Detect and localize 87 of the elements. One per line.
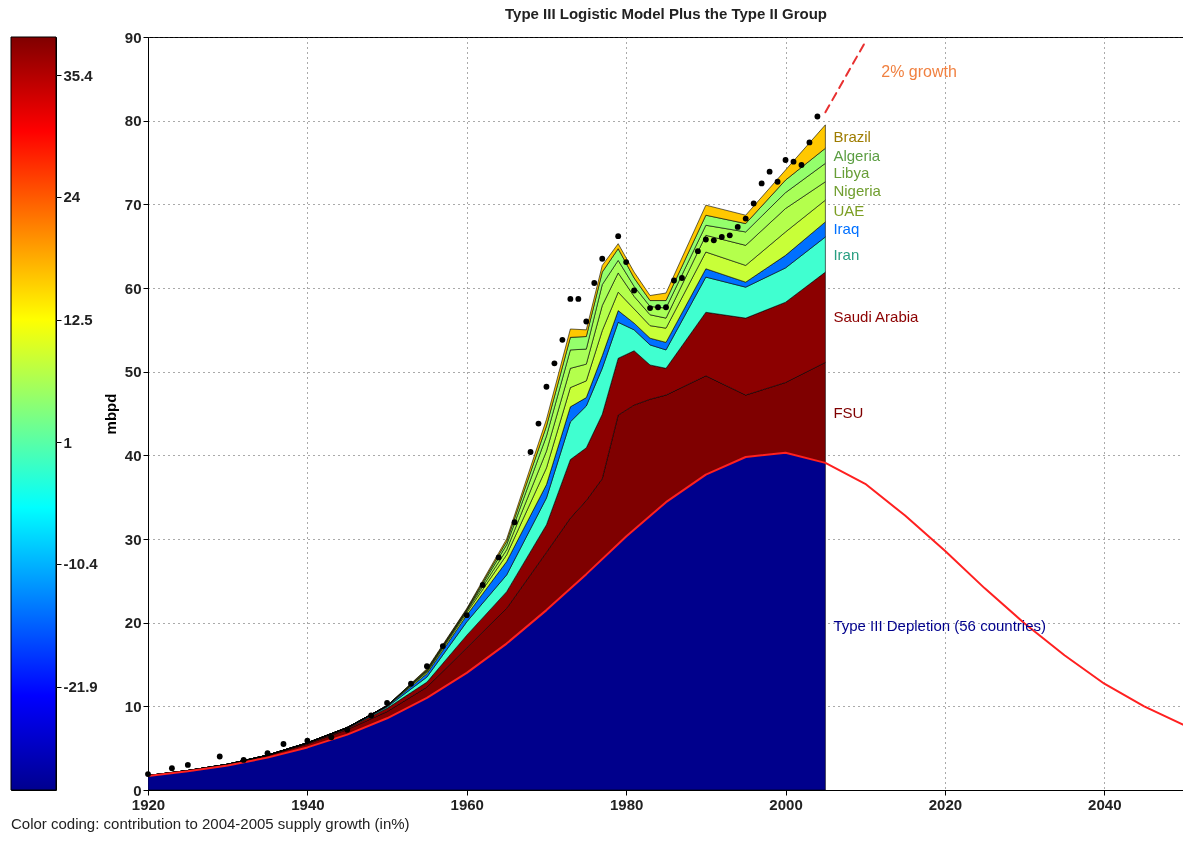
point: [344, 726, 351, 733]
y-tick-label: 30: [124, 530, 142, 548]
x-tick-label: 2020: [928, 795, 963, 813]
point: [145, 771, 151, 778]
series-label: UAE: [833, 202, 865, 220]
y-tick-label: 70: [124, 195, 142, 213]
point: [328, 734, 335, 741]
point: [679, 275, 685, 281]
point: [814, 113, 821, 120]
y-tick-label: 60: [124, 279, 142, 297]
y-tick-label: 90: [124, 28, 142, 46]
y-tick-label: 20: [124, 614, 142, 632]
series-label: Brazil: [833, 127, 871, 145]
point: [655, 304, 661, 311]
point: [599, 255, 606, 262]
point: [184, 761, 191, 768]
series-label: Iran: [833, 245, 860, 263]
point: [623, 259, 630, 265]
color-bar-label: 12.5: [63, 311, 93, 329]
point: [742, 215, 749, 222]
point: [264, 750, 271, 757]
y-axis-title: mbpd: [101, 393, 119, 435]
point: [734, 224, 741, 230]
point: [368, 712, 375, 719]
y-tick-label: 10: [124, 697, 142, 715]
point: [798, 162, 805, 168]
point: [240, 756, 247, 763]
point: [168, 765, 175, 772]
x-tick-label: 1940: [291, 795, 325, 813]
point: [758, 180, 765, 187]
point: [575, 295, 582, 302]
point: [694, 248, 701, 255]
y-tick-label: 50: [124, 363, 142, 381]
point: [304, 737, 311, 744]
point: [710, 237, 717, 244]
color-bar-label: -21.9: [63, 678, 98, 696]
point: [495, 554, 502, 561]
x-tick-label: 1980: [609, 795, 644, 813]
x-tick-label: 1960: [450, 795, 484, 813]
point: [479, 582, 486, 588]
point: [463, 612, 470, 619]
point: [591, 280, 598, 286]
color-bar-label: -10.4: [63, 555, 99, 573]
point: [782, 157, 789, 163]
text: Color coding: contribution to 2004-2005 supply growth (in%): [11, 815, 410, 832]
point: [750, 200, 757, 207]
annotation: 2% growth: [881, 63, 957, 81]
series-label: Iraq: [833, 220, 860, 238]
point: [543, 383, 550, 390]
point: [527, 449, 534, 455]
chart-title: Type III Logistic Model Plus the Type II Group: [505, 5, 827, 22]
point: [511, 519, 518, 526]
point: [790, 158, 797, 165]
point: [216, 753, 223, 760]
point: [774, 178, 781, 185]
point: [647, 305, 653, 311]
x-tick-label: 2040: [1088, 795, 1122, 813]
point: [631, 287, 638, 294]
point: [583, 318, 590, 325]
point: [718, 234, 725, 240]
color-bar-label: 24: [63, 188, 81, 206]
point: [615, 233, 622, 240]
point: [424, 663, 430, 670]
y-tick-label: 40: [124, 446, 142, 464]
point: [766, 168, 773, 175]
point: [551, 360, 558, 367]
point: [671, 277, 677, 284]
series-label: Nigeria: [833, 181, 882, 199]
series-label: Saudi Arabia: [833, 308, 920, 326]
point: [726, 232, 733, 239]
series-label: Algeria: [833, 146, 881, 164]
color-bar-label: 1: [63, 433, 72, 451]
color-bar-label: 35.4: [63, 66, 94, 84]
point: [439, 643, 446, 649]
series-label: FSU: [833, 403, 864, 421]
point: [535, 420, 542, 427]
series-label: Libya: [833, 163, 870, 181]
x-tick-label: 2000: [769, 795, 803, 813]
y-tick-label: 80: [124, 112, 142, 130]
point: [280, 741, 287, 747]
point: [567, 295, 574, 302]
point: [663, 304, 669, 311]
point: [702, 236, 709, 243]
point: [559, 336, 566, 343]
point: [384, 700, 390, 706]
point: [408, 680, 414, 687]
point: [806, 139, 813, 146]
